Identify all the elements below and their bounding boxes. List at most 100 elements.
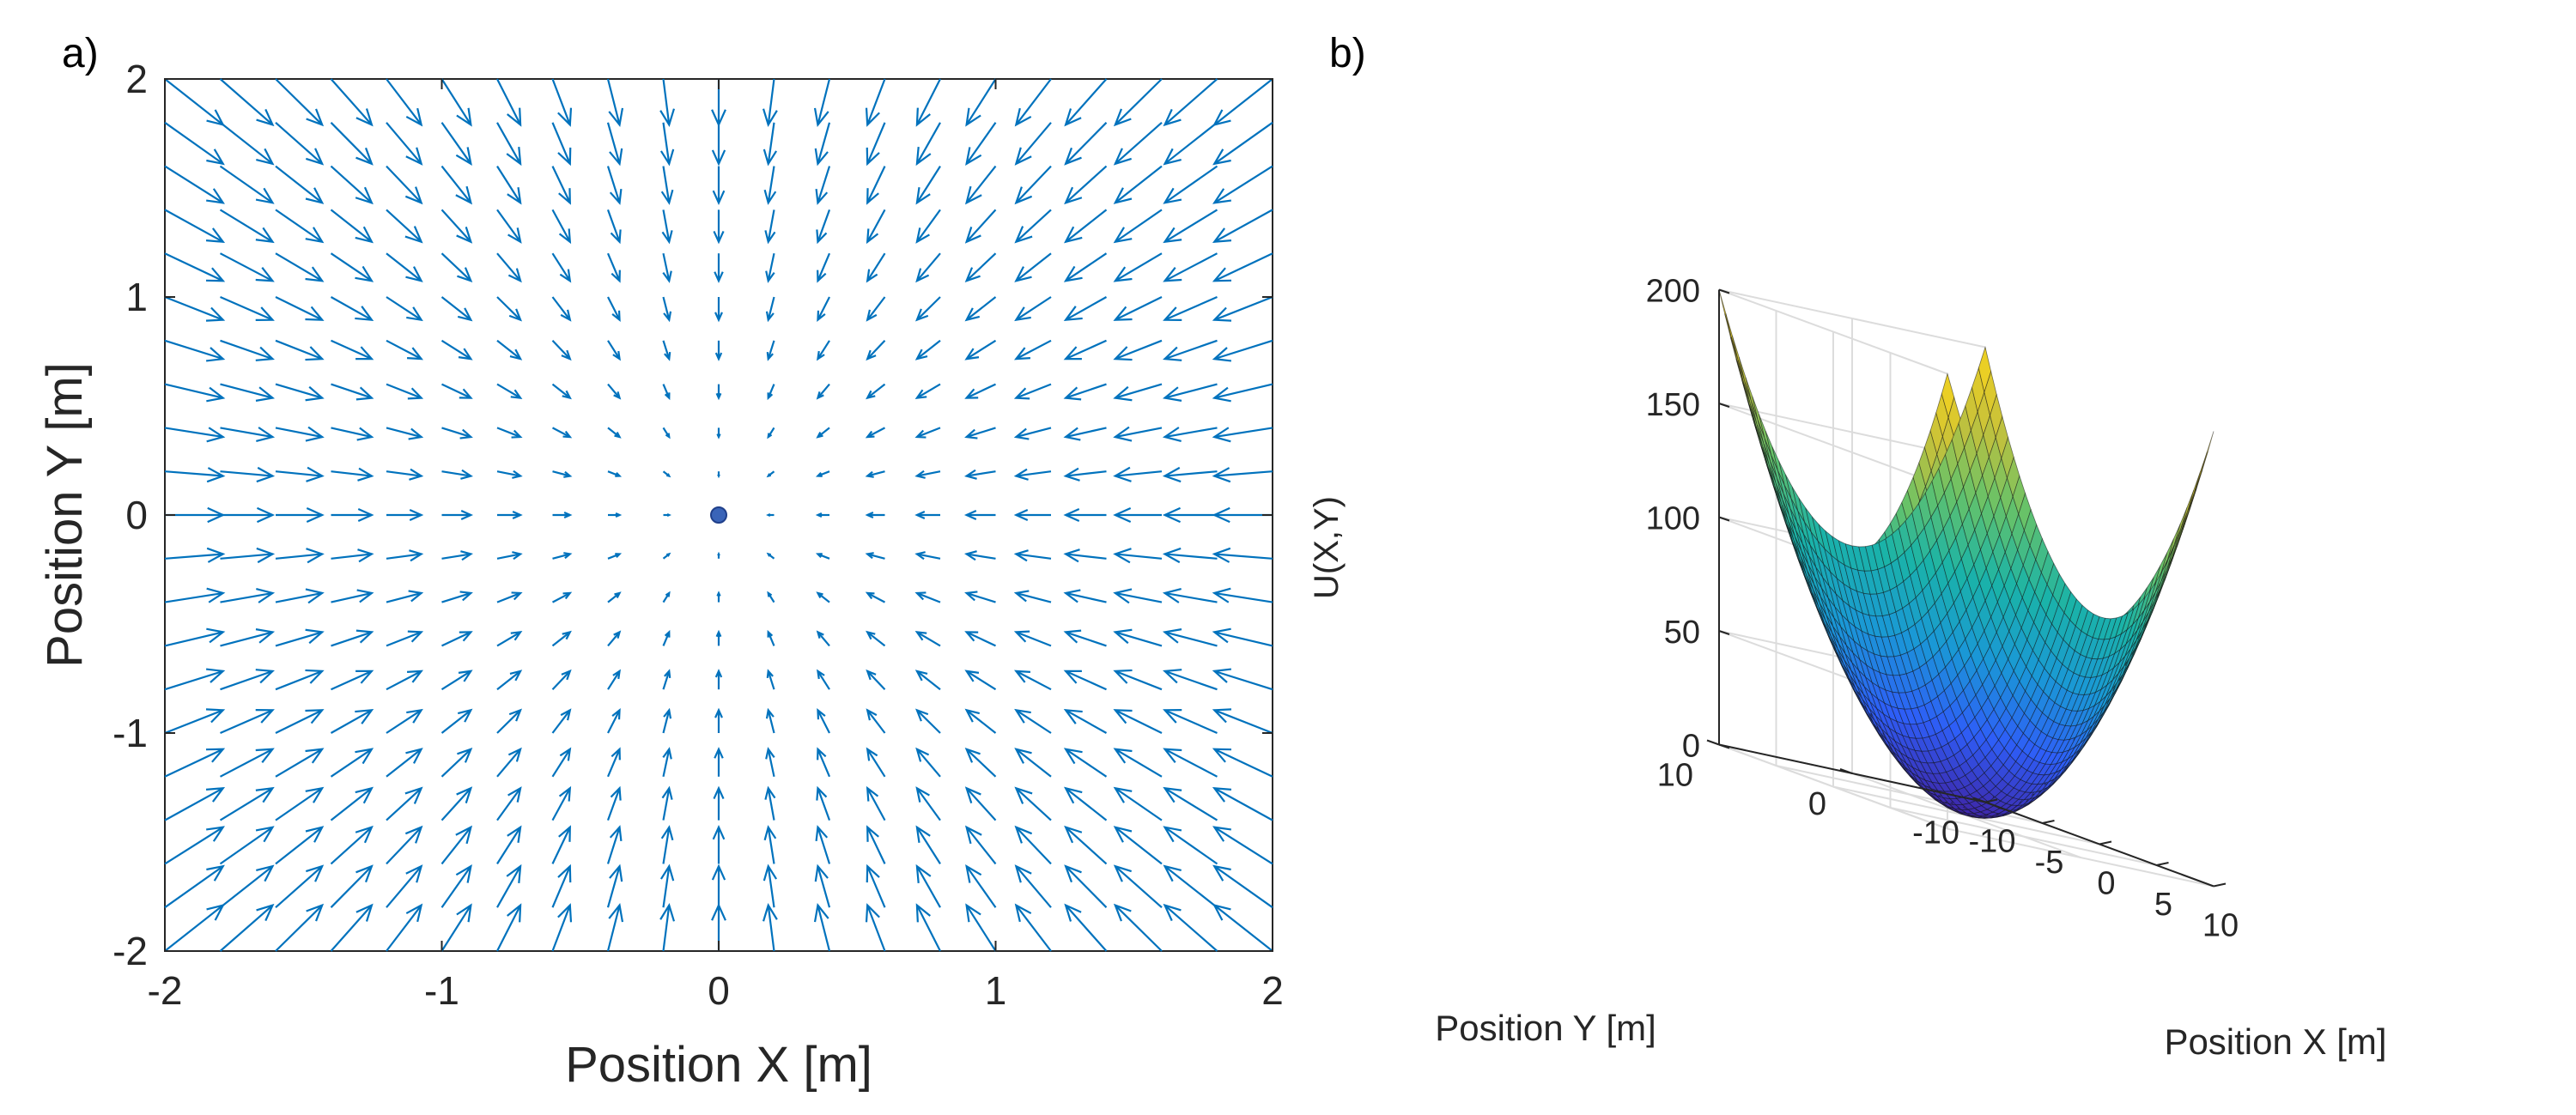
- surface-z-tick-label: 100: [1646, 501, 1700, 537]
- quiver-arrow: [1113, 548, 1163, 564]
- quiver-arrow: [607, 427, 622, 439]
- quiver-arrow: [1013, 339, 1052, 361]
- quiver-y-label: Position Y [m]: [37, 362, 93, 668]
- quiver-arrow: [551, 166, 571, 205]
- quiver-arrow: [1212, 748, 1273, 778]
- quiver-arrow: [164, 826, 225, 865]
- quiver-arrow: [164, 547, 226, 563]
- quiver-arrow: [331, 629, 374, 647]
- quiver-arrow: [275, 903, 325, 952]
- quiver-arrow: [662, 669, 671, 690]
- quiver-arrow: [964, 383, 996, 399]
- quiver-arrow: [1113, 588, 1163, 604]
- quiver-arrow: [496, 166, 522, 205]
- quiver-arrow: [220, 383, 276, 402]
- quiver-arrow: [766, 470, 775, 478]
- quiver-arrow: [440, 670, 473, 691]
- surface-x-tick-label: -10: [1969, 824, 2016, 860]
- quiver-arrow: [275, 628, 325, 647]
- surface-y-ticks: -10 0 10: [1657, 739, 1986, 851]
- quiver-arrow: [496, 631, 523, 647]
- quiver-arrow: [765, 747, 775, 778]
- quiver-arrow: [607, 553, 623, 560]
- quiver-arrow: [386, 339, 424, 361]
- quiver-arrow: [441, 509, 474, 521]
- quiver-arrow: [866, 747, 886, 778]
- quiver-arrow: [275, 383, 325, 402]
- quiver-arrow: [1063, 507, 1107, 523]
- quiver-arrow: [1013, 468, 1052, 481]
- quiver-arrow: [330, 78, 374, 127]
- quiver-arrow: [551, 383, 572, 400]
- quiver-arrow: [275, 121, 325, 166]
- quiver-arrow: [1113, 252, 1163, 282]
- quiver-arrow: [275, 339, 325, 361]
- quiver-arrow: [866, 209, 886, 245]
- quiver-arrow: [1162, 547, 1218, 564]
- quiver-arrow: [551, 903, 573, 952]
- quiver-arrow: [915, 825, 941, 864]
- quiver-arrow: [816, 209, 831, 245]
- quiver-arrow: [551, 340, 572, 361]
- quiver-arrow: [815, 166, 831, 205]
- quiver-arrow: [1212, 668, 1273, 691]
- quiver-arrow: [1013, 508, 1051, 522]
- quiver-arrow: [662, 252, 672, 283]
- quiver-arrow: [815, 825, 831, 864]
- surface-z-tick-mark: [1718, 288, 1730, 294]
- quiver-arrow: [965, 122, 997, 166]
- quiver-arrow: [164, 627, 226, 647]
- quiver-x-tick-label: 1: [985, 968, 1007, 1013]
- quiver-arrow: [965, 864, 997, 908]
- quiver-arrow: [1113, 709, 1163, 734]
- quiver-arrow: [331, 467, 374, 482]
- quiver-arrow: [1163, 786, 1218, 821]
- quiver-arrow: [1063, 296, 1108, 321]
- quiver-arrow: [164, 339, 226, 362]
- quiver-arrow: [496, 339, 523, 361]
- quiver-arrow: [914, 296, 941, 322]
- quiver-arrow: [714, 747, 724, 777]
- quiver-arrow: [662, 747, 672, 778]
- surface-x-tick-mark: [1984, 798, 1998, 803]
- panel-b-label: b): [1329, 31, 1366, 76]
- quiver-arrow: [1013, 427, 1052, 440]
- surface-x-tick-label: -5: [2035, 845, 2064, 881]
- surface-y-tick-mark: [1839, 768, 1853, 774]
- quiver-arrow: [866, 122, 886, 167]
- quiver-arrow: [1113, 121, 1163, 166]
- quiver-arrow: [1212, 467, 1273, 483]
- quiver-arrow: [765, 707, 775, 734]
- quiver-arrow: [219, 209, 275, 244]
- quiver-arrow: [1212, 295, 1273, 322]
- quiver-arrow: [914, 591, 941, 603]
- quiver-arrow: [1013, 549, 1052, 562]
- quiver-arrow: [1014, 209, 1052, 244]
- quiver-arrow: [551, 78, 573, 127]
- quiver-arrow: [1063, 786, 1108, 821]
- quiver-arrow: [816, 383, 830, 400]
- quiver-arrow: [386, 708, 423, 734]
- surface-z-tick-mark: [1718, 630, 1730, 635]
- quiver-arrow: [1212, 78, 1273, 126]
- quiver-arrow: [1163, 121, 1218, 166]
- quiver-arrow: [606, 78, 624, 127]
- quiver-arrow: [275, 548, 325, 564]
- quiver-arrow: [964, 339, 997, 361]
- quiver-arrow: [1212, 587, 1273, 603]
- quiver-arrow: [1063, 548, 1107, 563]
- quiver-arrow: [1162, 383, 1218, 402]
- quiver-arrow: [964, 786, 997, 821]
- quiver-arrow: [662, 591, 671, 603]
- quiver-arrow: [164, 209, 226, 244]
- quiver-arrow: [220, 295, 275, 321]
- quiver-arrow: [965, 78, 997, 127]
- quiver-arrow: [607, 630, 622, 647]
- quiver-arrow: [441, 591, 473, 603]
- quiver-arrow: [496, 252, 522, 283]
- quiver-arrow: [815, 553, 830, 560]
- quiver-arrow: [1063, 589, 1107, 603]
- quiver-arrow: [711, 122, 726, 167]
- quiver-arrow: [1162, 466, 1218, 483]
- quiver-arrow: [496, 78, 522, 127]
